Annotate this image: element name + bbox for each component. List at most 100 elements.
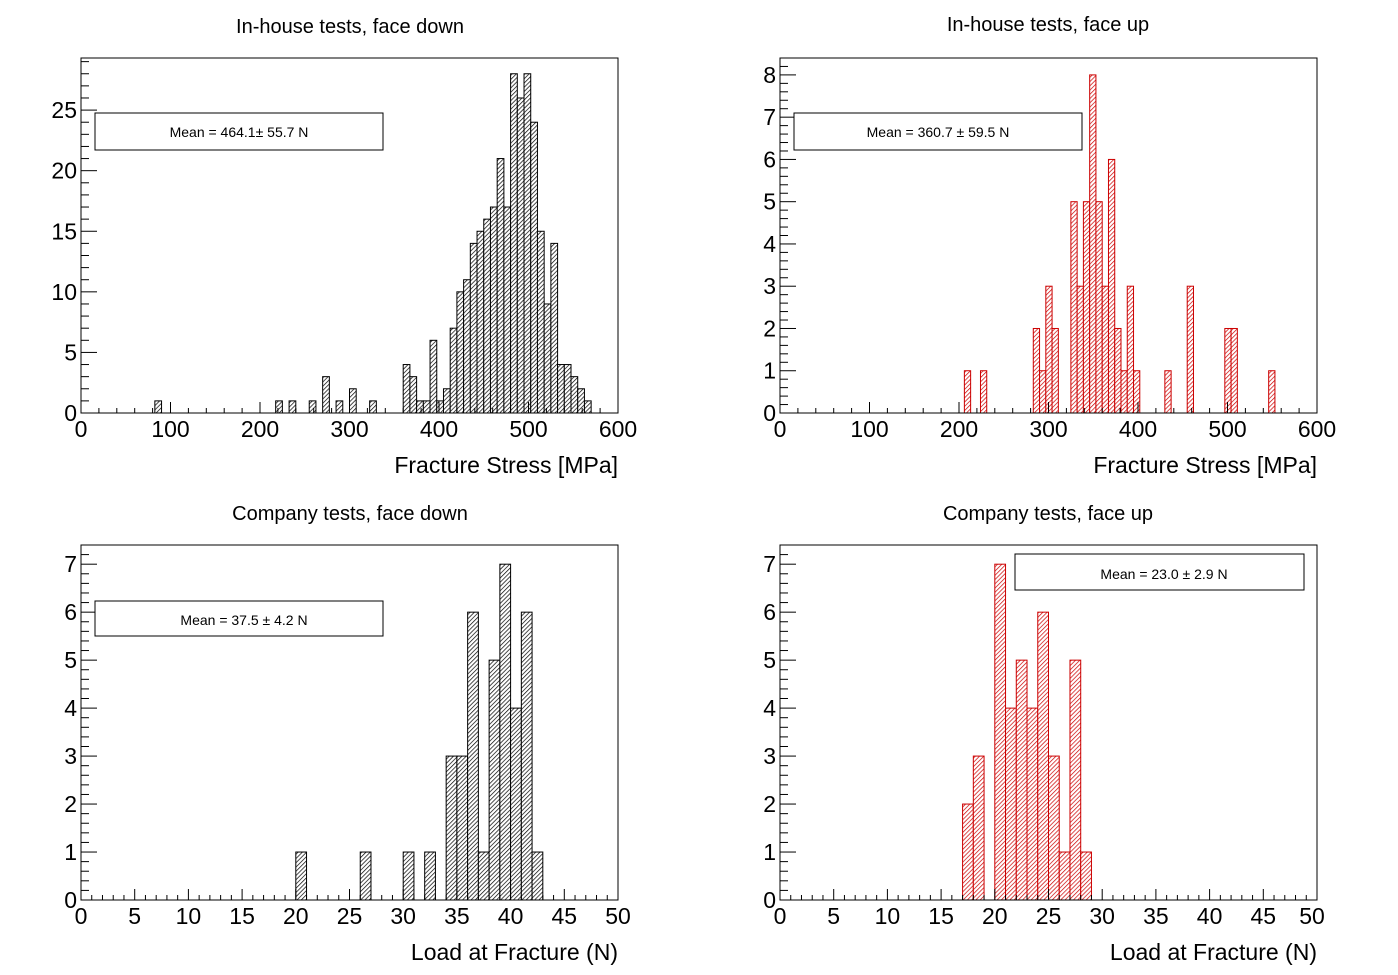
plot-frame [80,544,619,901]
y-tick-label: 6 [763,146,776,172]
chart-title: In-house tests, face down [236,16,464,38]
histogram-bar [477,851,490,901]
histogram-bar [516,97,525,414]
histogram-bar [1107,158,1116,414]
x-tick-label: 300 [1029,416,1067,442]
y-tick-label: 0 [64,887,77,913]
legend-mean: Mean = 37.5 ± 4.2 N [180,612,307,628]
histogram-bar [510,73,518,414]
x-tick-label: 15 [928,903,954,929]
histogram-bar [550,242,559,414]
histogram-bar [1164,370,1172,414]
histogram-bar [422,400,431,414]
panel-inhouse-face-up: In-house tests, face up 0 100 200 300 40… [763,14,1336,478]
histogram-bar [1224,327,1232,414]
x-tick-label: 200 [940,416,978,442]
x-tick-label: 5 [128,903,141,929]
histogram-bar [1015,659,1028,901]
histogram-bar [1048,755,1060,901]
y-tick-label: 4 [64,695,77,721]
histogram-bar [1089,74,1097,414]
histogram-bar [359,851,372,901]
histogram-bar [456,291,465,414]
histogram-bar [322,376,330,414]
histogram-bar [1095,201,1103,414]
x-tick-label: 10 [176,903,202,929]
y-tick-label: 5 [64,647,77,673]
histogram-bar [476,230,485,414]
y-tick-label: 3 [64,743,77,769]
histogram-bar [1070,201,1078,414]
y-tick-label: 7 [763,104,776,130]
x-tick-label: 600 [599,416,637,442]
histogram-bar [424,851,436,901]
histogram-bar [456,755,469,901]
histogram-bar [429,339,438,414]
legend-box [1014,553,1305,591]
histogram-bar [1186,285,1194,414]
histogram-bar [1026,707,1039,901]
y-tick-label: 10 [51,279,77,305]
x-tick-label: 100 [850,416,888,442]
x-tick-label: 10 [875,903,901,929]
x-tick-label: 0 [75,903,88,929]
x-tick-label: 400 [420,416,458,442]
histogram-bar [979,370,988,414]
histogram-bar [1082,201,1091,414]
histogram-bar [536,230,545,414]
chart-title: Company tests, face down [232,503,468,525]
histogram-bar [563,364,572,414]
histogram-bar [1120,370,1128,414]
y-tick-label: 5 [763,189,776,215]
histogram-bar [402,364,411,414]
histogram-bar [467,611,479,901]
histogram-bar [496,158,505,414]
histogram-bar [409,376,418,414]
histogram-bar [402,851,415,901]
x-tick-label: 30 [1089,903,1115,929]
histogram-bar [469,242,478,414]
y-tick-label: 2 [763,316,776,342]
chart-title: In-house tests, face up [947,14,1149,36]
x-tick-label: 45 [552,903,578,929]
y-tick-label: 6 [64,599,77,625]
x-axis-label: Fracture Stress [MPa] [394,452,618,478]
histogram-bar [1045,285,1053,414]
legend-box [94,600,384,637]
histogram-bar [349,388,357,414]
histogram-bar [295,851,308,901]
legend-box [94,112,384,151]
y-tick-label: 1 [763,839,776,865]
y-tick-label: 25 [51,97,77,123]
histogram-bar [543,303,552,414]
y-tick-label: 7 [64,551,77,577]
x-tick-label: 200 [241,416,279,442]
histogram-bar [1051,327,1059,414]
x-tick-label: 35 [1143,903,1169,929]
histogram-bar [523,73,532,414]
histogram-bar [1076,285,1084,414]
histogram-bar [1039,370,1047,414]
histogram-bar [1230,327,1238,414]
y-tick-label: 0 [763,887,776,913]
histogram-bar [570,376,579,414]
chart-title: Company tests, face up [943,503,1153,525]
histogram-bar [288,400,297,414]
x-tick-label: 45 [1251,903,1277,929]
x-tick-label: 35 [444,903,470,929]
legend-mean: Mean = 23.0 ± 2.9 N [1100,566,1227,582]
y-tick-label: 3 [763,743,776,769]
histogram-bar [1101,285,1109,414]
y-tick-label: 4 [763,231,776,257]
histogram-bar [1069,659,1082,901]
histogram-bar [520,611,533,901]
histogram-bar [483,218,491,414]
x-tick-label: 40 [498,903,524,929]
x-tick-label: 15 [229,903,255,929]
histogram-bar [369,400,377,414]
y-tick-label: 3 [763,273,776,299]
y-tick-label: 7 [763,551,776,577]
legend-mean: Mean = 464.1± 55.7 N [170,124,309,140]
histogram-bar [1080,851,1092,901]
